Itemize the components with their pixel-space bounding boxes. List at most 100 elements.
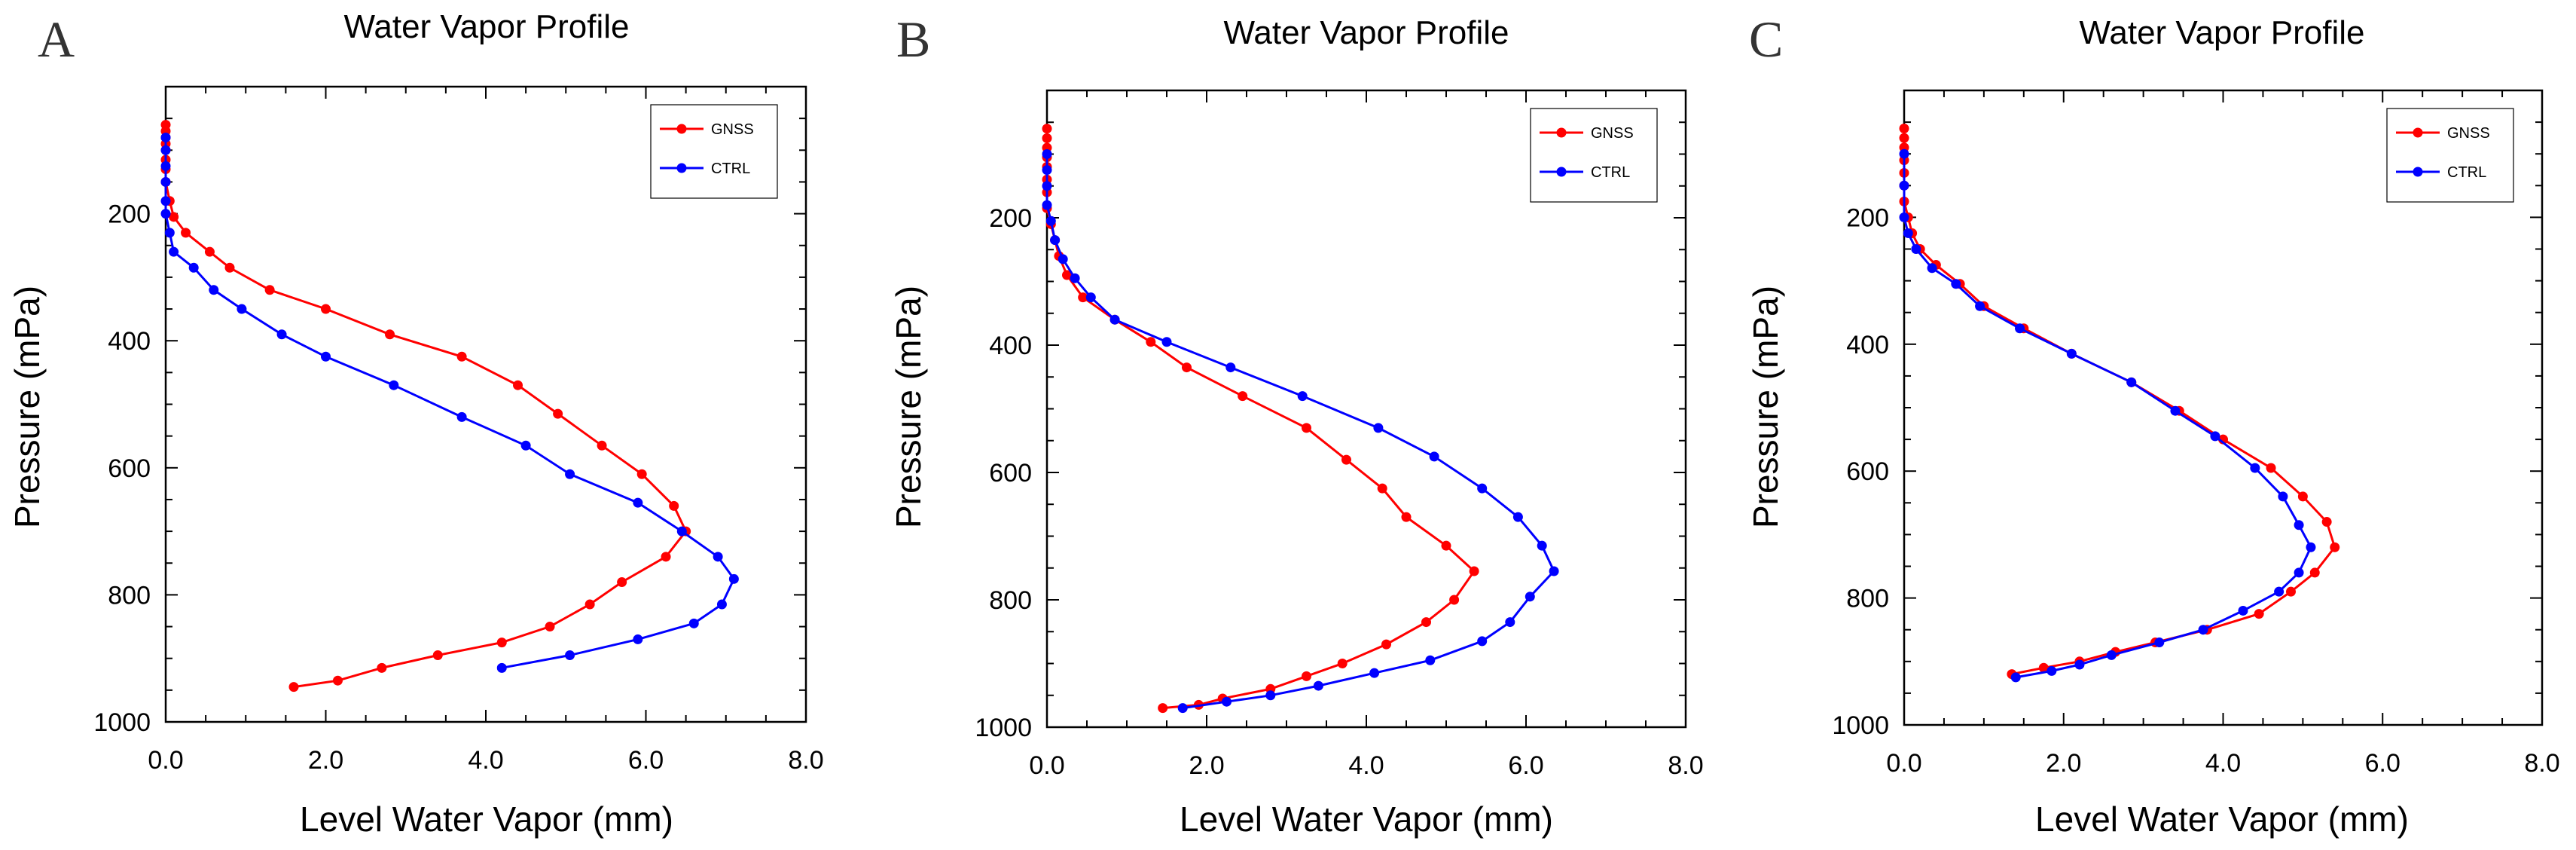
data-point-ctrl	[1537, 540, 1547, 551]
data-point-ctrl	[1505, 617, 1515, 628]
data-point-gnss	[545, 622, 555, 632]
data-point-gnss	[597, 440, 607, 451]
data-point-ctrl	[1297, 391, 1308, 402]
x-tick-label: 2.0	[308, 746, 343, 775]
y-tick-label: 800	[1846, 585, 1889, 613]
panel-letter-a: A	[38, 11, 75, 68]
data-point-ctrl	[2306, 542, 2316, 552]
legend-box	[2386, 108, 2514, 203]
data-point-ctrl	[2010, 672, 2021, 683]
data-point-ctrl	[2015, 323, 2025, 334]
data-point-gnss	[1302, 671, 1311, 681]
data-point-gnss	[456, 351, 467, 362]
legend: GNSS CTRL	[2386, 108, 2514, 203]
data-point-gnss	[2297, 491, 2308, 502]
legend-label-ctrl: CTRL	[2447, 164, 2486, 181]
data-point-ctrl	[160, 145, 171, 155]
data-point-ctrl	[1042, 200, 1052, 210]
x-tick-label: 8.0	[2524, 749, 2559, 778]
data-point-ctrl	[1070, 273, 1080, 283]
data-point-ctrl	[565, 469, 575, 479]
chart-title: Water Vapor Profile	[1223, 14, 1509, 51]
data-point-gnss	[661, 552, 671, 562]
legend-marker-ctrl	[2413, 167, 2423, 177]
x-tick-label: 6.0	[1508, 751, 1543, 780]
data-point-ctrl	[160, 161, 171, 171]
data-point-ctrl	[2074, 659, 2085, 670]
data-point-gnss	[288, 682, 299, 693]
x-tick-label: 8.0	[1668, 751, 1703, 780]
data-point-ctrl	[1042, 149, 1052, 159]
data-point-gnss	[169, 212, 179, 222]
data-point-gnss	[2266, 463, 2276, 473]
data-point-gnss	[1401, 512, 1412, 522]
y-tick-label: 600	[989, 459, 1032, 488]
series-line-gnss	[164, 124, 688, 689]
data-point-ctrl	[188, 262, 199, 273]
y-tick-label: 200	[989, 204, 1032, 233]
data-point-gnss	[1899, 133, 1909, 143]
legend-marker-gnss	[676, 124, 687, 134]
legend: GNSS CTRL	[650, 104, 778, 199]
data-point-gnss	[669, 500, 679, 511]
x-tick-label: 6.0	[2365, 749, 2401, 778]
panel-c: C Water Vapor Profile Level Water Vapor …	[1746, 11, 2560, 839]
data-point-gnss	[1062, 270, 1072, 280]
data-point-gnss	[385, 329, 395, 340]
data-point-ctrl	[2294, 520, 2304, 530]
data-point-ctrl	[1085, 292, 1096, 303]
data-point-gnss	[2321, 517, 2332, 527]
x-axis-label: Level Water Vapor (mm)	[300, 800, 673, 839]
data-point-gnss	[617, 577, 627, 588]
data-point-gnss	[1158, 703, 1168, 714]
data-point-gnss	[1337, 659, 1348, 668]
data-point-gnss	[2254, 609, 2264, 619]
data-point-gnss	[1441, 540, 1451, 551]
x-tick-label: 2.0	[1189, 751, 1224, 780]
data-point-gnss	[1469, 566, 1479, 576]
data-point-ctrl	[1951, 279, 1961, 289]
data-point-gnss	[2309, 567, 2320, 578]
data-point-ctrl	[676, 526, 687, 537]
series-line-ctrl	[164, 137, 736, 669]
data-point-gnss	[1182, 362, 1192, 373]
data-point-gnss	[1899, 124, 1909, 134]
data-point-ctrl	[1899, 180, 1909, 191]
data-point-gnss	[1078, 292, 1088, 303]
data-point-gnss	[432, 650, 443, 660]
panel-a: A Water Vapor Profile Level Water Vapor …	[8, 8, 824, 839]
legend-label-gnss: GNSS	[711, 121, 754, 138]
x-axis-label: Level Water Vapor (mm)	[1180, 800, 1553, 839]
data-point-ctrl	[1477, 483, 1488, 494]
data-point-ctrl	[276, 329, 287, 340]
data-point-ctrl	[209, 285, 219, 295]
data-point-gnss	[1449, 595, 1460, 605]
series-line-gnss	[1903, 128, 2336, 676]
legend-box	[1530, 108, 1658, 203]
x-tick-label: 4.0	[2205, 749, 2241, 778]
y-tick-label: 1000	[1832, 711, 1889, 740]
data-point-ctrl	[1225, 362, 1236, 373]
data-point-ctrl	[1549, 566, 1559, 576]
x-tick-label: 0.0	[1029, 751, 1064, 780]
data-point-ctrl	[1058, 254, 1068, 264]
data-point-ctrl	[321, 351, 331, 362]
plot-area: 0.0 2.0 4.0 6.0 8.0 200 400 600 800 1000 GNSS CTRL	[93, 85, 824, 775]
data-point-gnss	[224, 262, 235, 273]
data-point-gnss	[1381, 639, 1391, 650]
data-point-ctrl	[2046, 665, 2057, 676]
data-point-gnss	[1302, 423, 1311, 433]
legend-marker-gnss	[1556, 127, 1567, 138]
data-point-ctrl	[1042, 165, 1052, 176]
data-point-ctrl	[633, 497, 643, 508]
y-tick-label: 600	[1846, 457, 1889, 486]
y-tick-label: 1000	[975, 714, 1032, 742]
data-point-ctrl	[716, 599, 727, 610]
data-point-ctrl	[565, 650, 575, 660]
data-point-ctrl	[2274, 586, 2285, 597]
data-point-ctrl	[633, 634, 643, 644]
panel-letter-b: B	[896, 11, 930, 68]
data-point-ctrl	[1975, 301, 1985, 311]
legend-marker-ctrl	[1556, 167, 1567, 177]
